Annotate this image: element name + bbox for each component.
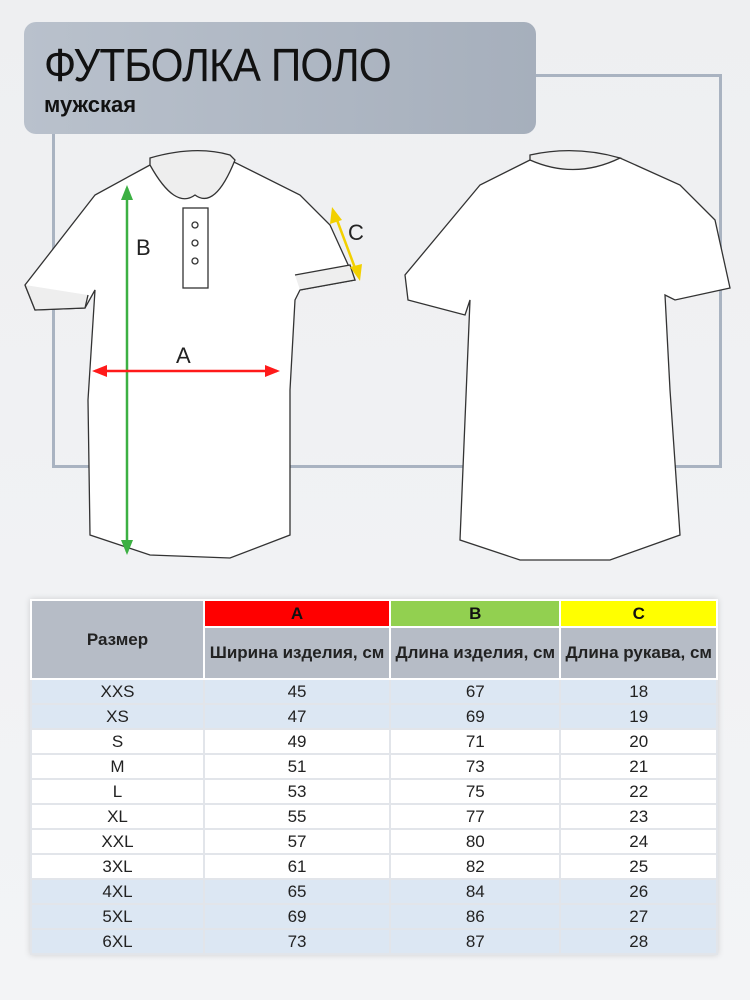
size-cell: S bbox=[30, 728, 205, 755]
sleeve-cell: 24 bbox=[559, 828, 718, 855]
sleeve-cell: 18 bbox=[559, 678, 718, 705]
page-subtitle: мужская bbox=[44, 92, 137, 117]
length-cell: 75 bbox=[389, 778, 562, 805]
table-row: 6XL 73 87 28 bbox=[30, 928, 718, 955]
width-cell: 69 bbox=[202, 903, 392, 930]
label-c: C bbox=[348, 220, 364, 245]
size-cell: 6XL bbox=[30, 928, 205, 955]
sleeve-cell: 20 bbox=[559, 728, 718, 755]
col-a-label: Ширина изделия, см bbox=[202, 626, 392, 680]
col-c-letter: C bbox=[559, 599, 718, 628]
label-b: B bbox=[136, 235, 151, 260]
table-row: XS 47 69 19 bbox=[30, 703, 718, 730]
back-shirt bbox=[404, 150, 731, 561]
table-row: S 49 71 20 bbox=[30, 728, 718, 755]
size-cell: XXS bbox=[30, 678, 205, 705]
sleeve-cell: 27 bbox=[559, 903, 718, 930]
width-cell: 53 bbox=[202, 778, 392, 805]
length-cell: 71 bbox=[389, 728, 562, 755]
arrow-head-icon bbox=[121, 185, 133, 200]
arrow-head-icon bbox=[330, 207, 342, 224]
length-cell: 67 bbox=[389, 678, 562, 705]
width-cell: 45 bbox=[202, 678, 392, 705]
sleeve-cell: 22 bbox=[559, 778, 718, 805]
width-cell: 55 bbox=[202, 803, 392, 830]
width-cell: 47 bbox=[202, 703, 392, 730]
length-cell: 77 bbox=[389, 803, 562, 830]
size-cell: 3XL bbox=[30, 853, 205, 880]
size-header: Размер bbox=[30, 599, 205, 680]
length-cell: 86 bbox=[389, 903, 562, 930]
table-row: 5XL 69 86 27 bbox=[30, 903, 718, 930]
shirt-diagram: B A C bbox=[24, 150, 731, 561]
sleeve-cell: 26 bbox=[559, 878, 718, 905]
table-row: 3XL 61 82 25 bbox=[30, 853, 718, 880]
measure-c-arrow bbox=[332, 211, 360, 277]
size-cell: XS bbox=[30, 703, 205, 730]
sleeve-cell: 23 bbox=[559, 803, 718, 830]
front-shirt bbox=[24, 150, 356, 559]
col-b-letter: B bbox=[389, 599, 562, 628]
table-row: XXL 57 80 24 bbox=[30, 828, 718, 855]
col-a-letter: A bbox=[202, 599, 392, 628]
table-row: 4XL 65 84 26 bbox=[30, 878, 718, 905]
size-cell: 4XL bbox=[30, 878, 205, 905]
page-title: ФУТБОЛКА ПОЛО bbox=[44, 39, 392, 91]
label-a: A bbox=[176, 343, 191, 368]
table-row: M 51 73 21 bbox=[30, 753, 718, 780]
sleeve-cell: 19 bbox=[559, 703, 718, 730]
size-cell: M bbox=[30, 753, 205, 780]
size-cell: XXL bbox=[30, 828, 205, 855]
size-cell: 5XL bbox=[30, 903, 205, 930]
col-b-label: Длина изделия, см bbox=[389, 626, 562, 680]
width-cell: 73 bbox=[202, 928, 392, 955]
width-cell: 49 bbox=[202, 728, 392, 755]
width-cell: 51 bbox=[202, 753, 392, 780]
table-row: L 53 75 22 bbox=[30, 778, 718, 805]
length-cell: 84 bbox=[389, 878, 562, 905]
arrow-head-icon bbox=[350, 264, 362, 281]
title-box: ФУТБОЛКА ПОЛО мужская bbox=[24, 22, 536, 134]
length-cell: 80 bbox=[389, 828, 562, 855]
table-row: XXS 45 67 18 bbox=[30, 678, 718, 705]
length-cell: 87 bbox=[389, 928, 562, 955]
length-cell: 69 bbox=[389, 703, 562, 730]
col-c-label: Длина рукава, см bbox=[559, 626, 718, 680]
size-table: Размер A B C Ширина изделия, см Длина из… bbox=[30, 599, 718, 955]
length-cell: 82 bbox=[389, 853, 562, 880]
sleeve-cell: 25 bbox=[559, 853, 718, 880]
sleeve-cell: 21 bbox=[559, 753, 718, 780]
width-cell: 57 bbox=[202, 828, 392, 855]
arrow-head-icon bbox=[92, 365, 107, 377]
arrow-head-icon bbox=[121, 540, 133, 555]
arrow-head-icon bbox=[265, 365, 280, 377]
width-cell: 61 bbox=[202, 853, 392, 880]
length-cell: 73 bbox=[389, 753, 562, 780]
size-cell: L bbox=[30, 778, 205, 805]
sleeve-cell: 28 bbox=[559, 928, 718, 955]
size-cell: XL bbox=[30, 803, 205, 830]
width-cell: 65 bbox=[202, 878, 392, 905]
table-row: XL 55 77 23 bbox=[30, 803, 718, 830]
